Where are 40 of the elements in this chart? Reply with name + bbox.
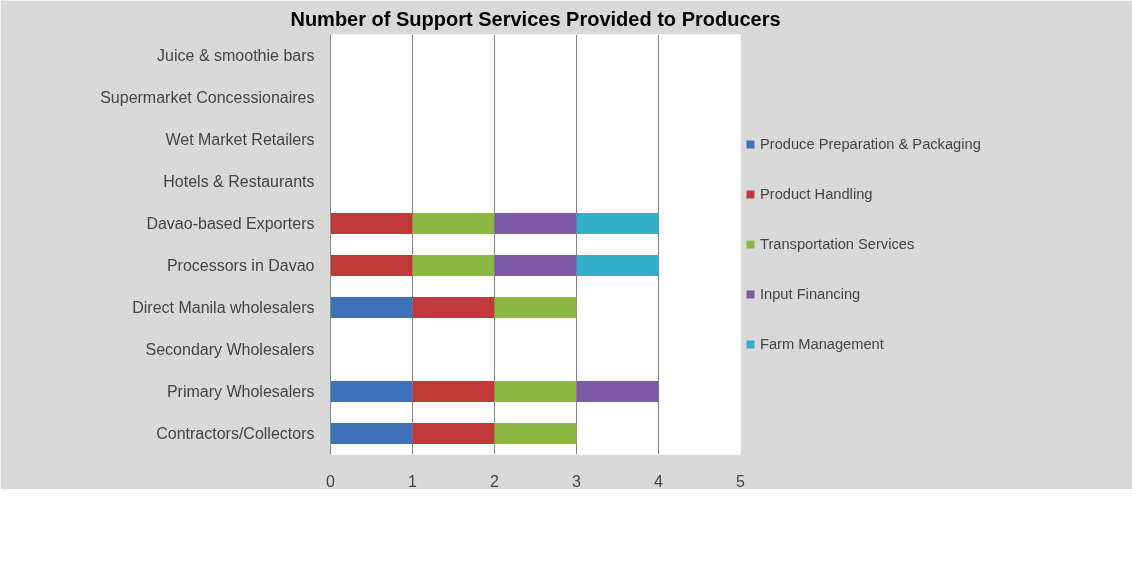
x-tick-label: 0 — [326, 472, 336, 490]
x-tick-label: 2 — [490, 472, 500, 490]
y-tick-label: Direct Manila wholesalers — [132, 299, 315, 316]
x-tick-label: 3 — [572, 472, 582, 490]
bar — [412, 255, 495, 276]
bar — [330, 255, 413, 276]
y-tick-label: Wet Market Retailers — [165, 131, 315, 148]
legend-label: Produce Preparation & Packaging — [760, 136, 981, 152]
bar — [330, 423, 413, 444]
bar — [494, 255, 577, 276]
bar — [330, 213, 413, 234]
x-tick-label: 1 — [408, 472, 418, 490]
y-tick-label: Juice & smoothie bars — [157, 47, 315, 64]
y-tick-label: Secondary Wholesalers — [145, 341, 315, 358]
chart-title: Number of Support Services Provided to Producers — [290, 7, 781, 30]
y-tick-label: Supermarket Concessionaires — [100, 89, 315, 106]
bar — [494, 423, 577, 444]
bar — [576, 381, 659, 402]
bar — [412, 381, 495, 402]
y-tick-label: Primary Wholesalers — [166, 383, 315, 400]
bar — [576, 213, 659, 234]
legend-label: Input Financing — [760, 286, 861, 302]
legend-label: Farm Management — [760, 336, 884, 352]
y-tick-label: Hotels & Restaurants — [163, 173, 315, 190]
y-tick-label: Processors in Davao — [166, 257, 315, 274]
bar — [412, 297, 495, 318]
y-tick-label: Contractors/Collectors — [156, 425, 315, 442]
bar — [576, 255, 659, 276]
y-tick-label: Davao-based Exporters — [146, 215, 315, 232]
legend-label: Product Handling — [760, 186, 873, 202]
bar — [412, 423, 495, 444]
legend-label: Transportation Services — [760, 236, 915, 252]
bar — [494, 213, 577, 234]
x-tick-label: 5 — [736, 472, 746, 490]
bar — [494, 381, 577, 402]
bar — [330, 381, 413, 402]
bar — [412, 213, 495, 234]
x-tick-label: 4 — [654, 472, 664, 490]
bar — [494, 297, 577, 318]
bar — [330, 297, 413, 318]
